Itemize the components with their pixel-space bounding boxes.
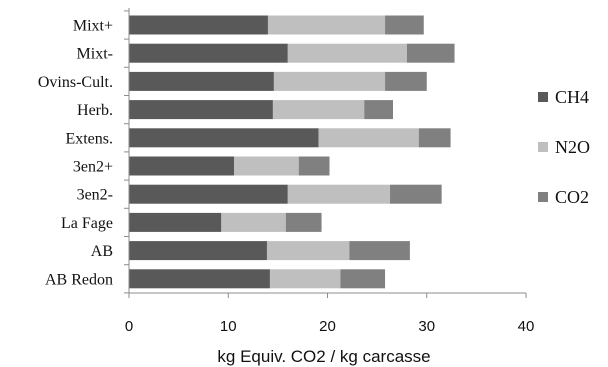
bar-segment-ch4: [129, 43, 288, 63]
bar-segment-co2: [385, 15, 424, 35]
bar-segment-co2: [390, 184, 442, 204]
bar-segment-n2o: [234, 156, 299, 176]
bar-segment-ch4: [129, 15, 268, 35]
bar-segment-n2o: [267, 15, 386, 35]
bars: [129, 15, 455, 289]
bar-segment-co2: [418, 128, 451, 148]
bar-segment-ch4: [129, 241, 267, 261]
bar-segment-n2o: [272, 100, 365, 120]
bar-segment-ch4: [129, 71, 274, 91]
legend-swatch-co2: [538, 192, 548, 202]
category-label: 3en2-: [77, 187, 113, 204]
category-label: Extens.: [65, 130, 113, 147]
legend-label-n2o: N2O: [555, 137, 590, 157]
bar-segment-n2o: [221, 212, 286, 232]
bar-segment-co2: [340, 269, 386, 289]
bar-segment-ch4: [129, 269, 270, 289]
category-label: Mixt-: [77, 46, 113, 63]
category-label: Ovins-Cult.: [38, 74, 113, 91]
category-label: Mixt+: [73, 18, 113, 35]
bar-segment-n2o: [287, 184, 391, 204]
bar-segment-n2o: [287, 43, 407, 63]
bar-segment-ch4: [129, 212, 222, 232]
x-tick-label: 0: [125, 318, 133, 335]
bar-segment-ch4: [129, 156, 235, 176]
bar-segment-n2o: [318, 128, 419, 148]
category-label: La Fage: [61, 215, 113, 232]
x-axis-title: kg Equiv. CO2 / kg carcasse: [217, 347, 430, 366]
category-label: AB Redon: [45, 271, 113, 288]
bar-segment-co2: [349, 241, 410, 261]
bar-segment-n2o: [273, 71, 386, 91]
x-tick-label: 30: [418, 318, 435, 335]
bar-segment-co2: [364, 100, 393, 120]
value-axis: 0 10 20 30 40: [124, 8, 534, 335]
x-tick-label: 10: [220, 318, 237, 335]
category-label: 3en2+: [73, 159, 113, 176]
legend-label-co2: CO2: [555, 187, 589, 207]
x-tick-label: 40: [518, 318, 535, 335]
legend-swatch-ch4: [538, 92, 548, 102]
legend-label-ch4: CH4: [555, 87, 589, 107]
bar-segment-ch4: [129, 184, 288, 204]
bar-segment-ch4: [129, 128, 319, 148]
category-axis: Mixt+ Mixt- Ovins-Cult. Herb. Extens. 3en2+ 3e…: [38, 18, 113, 289]
bar-segment-ch4: [129, 100, 273, 120]
x-tick-label: 20: [319, 318, 336, 335]
legend: CH4 N2O CO2: [538, 87, 590, 207]
bar-segment-co2: [298, 156, 330, 176]
bar-segment-co2: [285, 212, 322, 232]
bar-segment-co2: [385, 71, 427, 91]
bar-segment-co2: [406, 43, 455, 63]
category-label: Herb.: [77, 102, 113, 119]
category-label: AB: [91, 243, 113, 260]
legend-swatch-n2o: [538, 142, 548, 152]
bar-segment-n2o: [266, 241, 350, 261]
bar-segment-n2o: [269, 269, 341, 289]
